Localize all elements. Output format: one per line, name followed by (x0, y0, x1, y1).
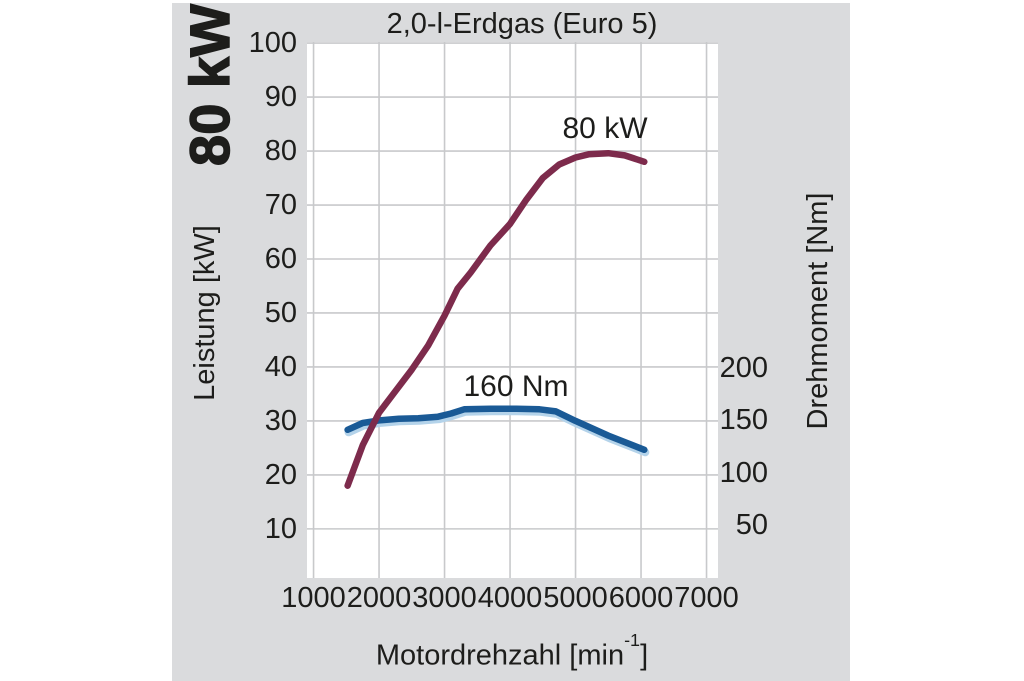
y-left-tick-label: 40 (264, 350, 297, 383)
y-left-tick-label: 80 (264, 135, 297, 168)
y-left-tick-label: 90 (264, 81, 297, 114)
y-left-tick-label: 20 (264, 458, 297, 491)
y-left-tick-label: 10 (264, 512, 297, 545)
x-axis-label-main: Motordrehzahl [min (375, 639, 625, 672)
x-axis-label: Motordrehzahl [min-1] (302, 629, 722, 671)
x-axis-label-sup: -1 (624, 629, 641, 650)
y-left-tick-label: 100 (248, 27, 297, 60)
y-right-tick-label: 50 (735, 509, 768, 542)
y-left-tick-label: 70 (264, 189, 297, 221)
chart-title: 2,0-l-Erdgas (Euro 5) (386, 8, 658, 40)
x-tick-label: 3000 (412, 582, 477, 614)
chart-canvas (307, 42, 718, 578)
power-curve-label: 80 kW (562, 112, 648, 145)
x-tick-label: 5000 (543, 582, 608, 614)
x-tick-label: 4000 (477, 582, 543, 614)
x-axis-label-end: ] (640, 639, 649, 672)
x-tick-label: 6000 (608, 582, 674, 614)
x-tick-label: 7000 (674, 582, 739, 614)
y-left-tick-label: 60 (264, 242, 297, 275)
torque-curve (344, 405, 648, 454)
x-tick-label: 2000 (346, 582, 412, 614)
torque-curve-label: 160 Nm (463, 370, 569, 403)
curves (344, 149, 648, 489)
y-right-axis-label: Drehmoment [Nm] (802, 192, 834, 430)
power-curve (344, 149, 648, 489)
y-left-tick-label: 50 (264, 296, 297, 329)
plot-area (307, 42, 718, 578)
y-right-tick-label: 200 (719, 351, 768, 384)
x-tick-label: 1000 (281, 582, 346, 614)
y-right-tick-label: 150 (719, 404, 768, 437)
y-left-tick-label: 30 (264, 404, 297, 437)
gridlines (307, 42, 718, 578)
y-right-tick-label: 100 (719, 456, 768, 489)
